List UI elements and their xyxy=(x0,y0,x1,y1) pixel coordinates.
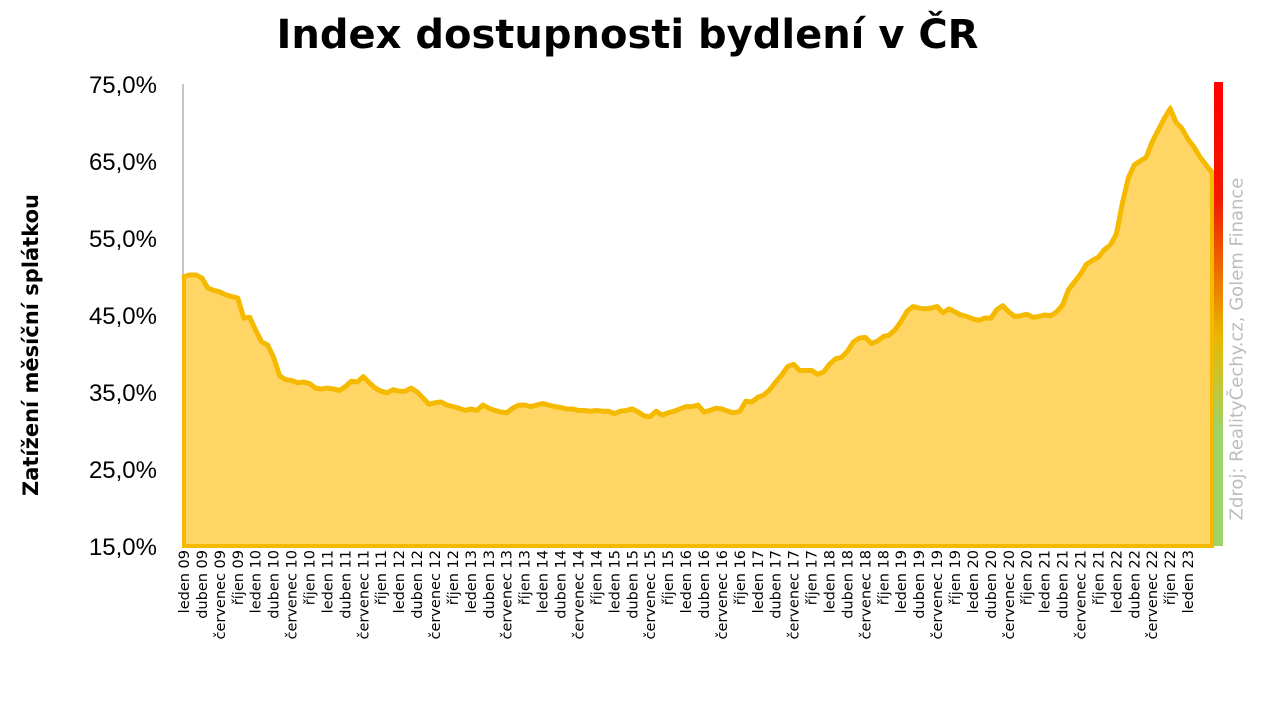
color-scale-bar xyxy=(1214,82,1223,546)
x-tick-label: leden 14 xyxy=(536,550,552,613)
x-tick-label: říjen 17 xyxy=(805,550,821,605)
x-tick-label: duben 15 xyxy=(625,550,641,619)
y-tick-label: 55,0% xyxy=(89,226,157,253)
x-tick-label: duben 13 xyxy=(482,550,498,619)
x-tick-label: duben 18 xyxy=(840,550,856,619)
x-tick-label: červenec 15 xyxy=(643,550,659,640)
series-line xyxy=(181,106,1215,420)
x-tick-label: říjen 21 xyxy=(1091,550,1107,605)
x-tick-label: říjen 20 xyxy=(1020,550,1036,605)
x-tick-label: říjen 19 xyxy=(948,550,964,605)
x-tick-label: duben 09 xyxy=(195,550,211,619)
x-tick-label: říjen 12 xyxy=(446,550,462,605)
x-tick-label: leden 13 xyxy=(464,550,480,613)
x-tick-label: červenec 18 xyxy=(858,550,874,640)
x-tick-label: leden 23 xyxy=(1181,550,1197,613)
x-tick-label: leden 10 xyxy=(249,550,265,613)
x-tick-label: říjen 09 xyxy=(231,550,247,605)
x-tick-label: duben 16 xyxy=(697,550,713,619)
x-tick-label: leden 16 xyxy=(679,550,695,613)
x-tick-label: červenec 21 xyxy=(1074,550,1090,640)
x-tick-label: červenec 20 xyxy=(1002,550,1018,640)
x-tick-label: duben 19 xyxy=(912,550,928,619)
x-tick-label: duben 10 xyxy=(267,550,283,619)
x-tick-label: duben 21 xyxy=(1056,550,1072,619)
x-tick-label: červenec 16 xyxy=(715,550,731,640)
x-tick-label: duben 14 xyxy=(554,550,570,619)
x-tick-label: říjen 22 xyxy=(1163,550,1179,605)
x-tick-label: červenec 12 xyxy=(428,550,444,640)
x-tick-label: říjen 13 xyxy=(518,550,534,605)
x-tick-label: duben 12 xyxy=(410,550,426,619)
series-index xyxy=(181,104,1215,548)
x-tick-label: červenec 09 xyxy=(213,550,229,640)
x-tick-label: leden 09 xyxy=(177,550,193,613)
x-tick-label: leden 21 xyxy=(1038,550,1054,613)
y-tick-label: 25,0% xyxy=(89,457,157,484)
x-tick-label: červenec 11 xyxy=(356,550,372,640)
x-tick-label: leden 17 xyxy=(751,550,767,613)
x-tick-label: červenec 17 xyxy=(787,550,803,640)
y-tick-label: 65,0% xyxy=(89,149,157,176)
x-tick-label: duben 22 xyxy=(1127,550,1143,619)
x-tick-label: leden 22 xyxy=(1109,550,1125,613)
y-ticks: 75,0% 65,0% 55,0% 45,0% 35,0% 25,0% 15,0% xyxy=(89,72,157,561)
area-fill xyxy=(182,104,1214,548)
x-tick-label: červenec 14 xyxy=(571,550,587,640)
x-tick-label: leden 19 xyxy=(894,550,910,613)
y-tick-label: 15,0% xyxy=(89,534,157,561)
x-tick-label: duben 17 xyxy=(769,550,785,619)
x-ticks: leden 09 duben 09 červenec 09 říjen 09 leden… xyxy=(177,550,1197,640)
x-tick-label: duben 20 xyxy=(984,550,1000,619)
x-tick-label: leden 18 xyxy=(822,550,838,613)
x-tick-label: leden 11 xyxy=(320,550,336,613)
x-tick-label: říjen 18 xyxy=(876,550,892,605)
x-tick-label: duben 11 xyxy=(338,550,354,619)
x-tick-label: říjen 11 xyxy=(374,550,390,605)
x-tick-label: leden 15 xyxy=(607,550,623,613)
x-tick-label: říjen 14 xyxy=(589,550,605,605)
x-tick-label: říjen 10 xyxy=(303,550,319,605)
y-tick-label: 35,0% xyxy=(89,380,157,407)
y-tick-label: 75,0% xyxy=(89,72,157,99)
x-tick-label: červenec 13 xyxy=(500,550,516,640)
chart-title: Index dostupnosti bydlení v ČR xyxy=(276,12,979,58)
x-tick-label: červenec 22 xyxy=(1145,550,1161,640)
x-tick-label: červenec 10 xyxy=(285,550,301,640)
x-tick-label: leden 12 xyxy=(392,550,408,613)
x-tick-label: leden 20 xyxy=(966,550,982,613)
x-tick-label: říjen 16 xyxy=(733,550,749,605)
y-tick-label: 45,0% xyxy=(89,303,157,330)
x-tick-label: říjen 15 xyxy=(661,550,677,605)
x-tick-label: červenec 19 xyxy=(930,550,946,640)
